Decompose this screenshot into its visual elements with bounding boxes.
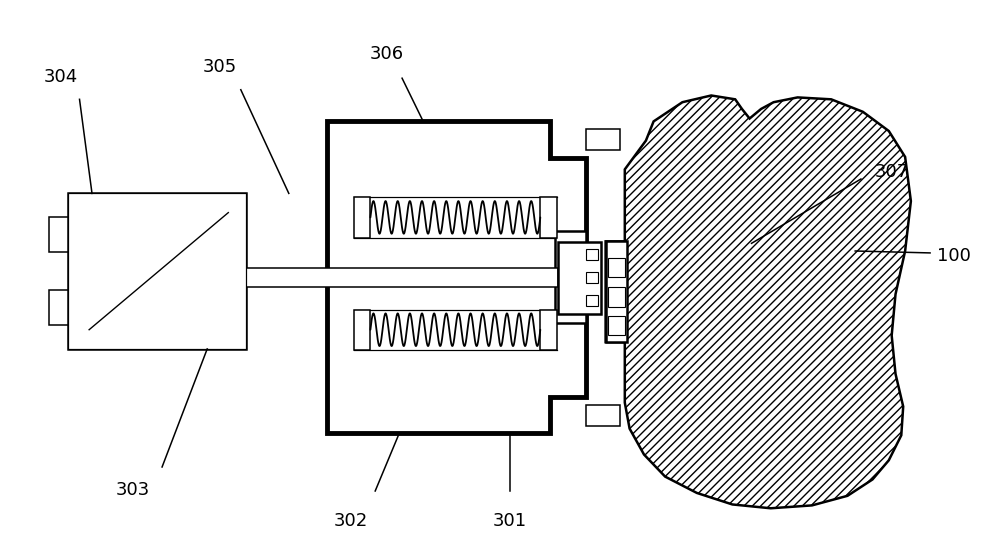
Bar (354, 310, 370, 350)
Polygon shape (327, 122, 586, 433)
Bar (608, 288, 625, 307)
Text: 301: 301 (493, 512, 527, 530)
Bar (49, 217, 68, 252)
Bar (540, 310, 557, 350)
Bar (608, 316, 625, 336)
Bar (233, 268, 558, 288)
Text: 307: 307 (874, 163, 909, 182)
Bar (608, 258, 625, 277)
Text: 304: 304 (43, 68, 77, 86)
Bar (586, 129, 620, 150)
Bar (68, 194, 246, 349)
Text: 305: 305 (203, 58, 237, 76)
Bar (558, 242, 601, 314)
Bar (555, 232, 586, 323)
Text: 100: 100 (937, 247, 971, 265)
Bar (586, 295, 598, 306)
Bar (354, 197, 370, 238)
Bar (586, 272, 598, 283)
Bar (586, 405, 620, 426)
Polygon shape (606, 96, 911, 508)
Bar (586, 249, 598, 260)
Text: 303: 303 (116, 481, 150, 499)
Text: 302: 302 (334, 512, 368, 530)
Bar (68, 194, 246, 349)
Bar (540, 197, 557, 238)
Bar (49, 290, 68, 325)
Bar (606, 241, 627, 342)
Bar (216, 255, 233, 301)
Text: 306: 306 (370, 45, 404, 63)
